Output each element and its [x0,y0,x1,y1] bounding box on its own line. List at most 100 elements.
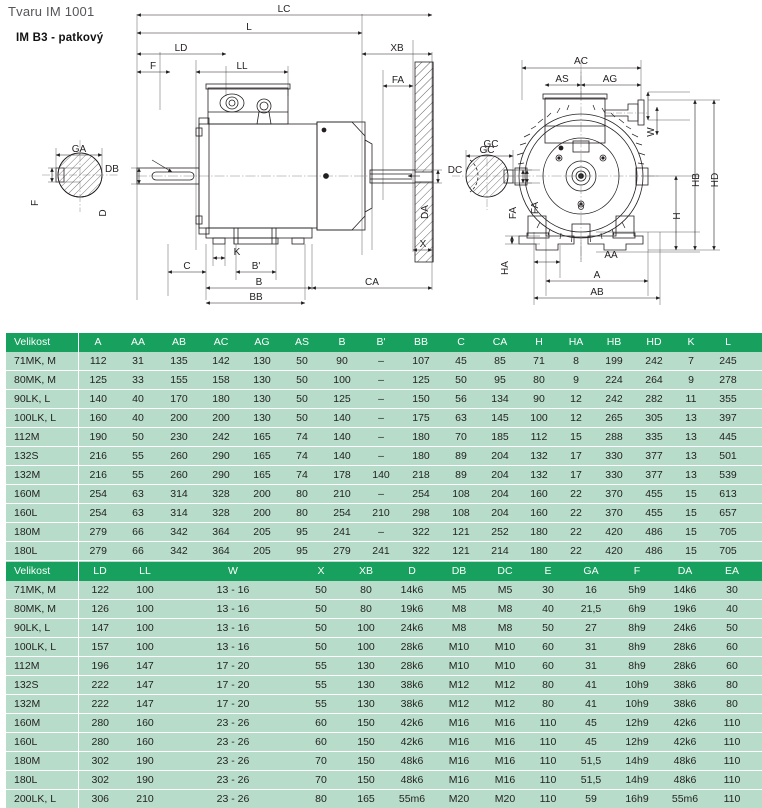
cell-F: 8h9 [614,619,660,638]
cell-H: 112 [520,428,558,447]
cell-H: 100 [520,409,558,428]
table-header-row: Velikost A AA AB AC AG AS B B' BB C CA H… [6,333,762,352]
cell-EA: 80 [710,676,754,695]
col-header-L: L [708,333,748,352]
cell-GA: 16 [568,581,614,600]
dim-label-W: W [646,127,657,137]
col-header-LL: LL [122,562,168,581]
cell-X: 70 [298,752,344,771]
cell-X: 55 [298,657,344,676]
cell-W: 23 - 26 [168,790,298,808]
cell-D: 42k6 [388,733,436,752]
cell-LD: 147 [78,619,122,638]
cell-CA: 204 [480,504,520,523]
cell-AA: 55 [118,447,158,466]
cell-HB: 265 [594,409,634,428]
cell-velikost: 180M [6,752,78,771]
cell-LL: 100 [122,581,168,600]
col-header-LC: LC [748,333,762,352]
dim-label-FA-side: FA [392,75,405,86]
cell-E: 30 [528,581,568,600]
cell-XB: 130 [344,657,388,676]
cell-DA: 28k6 [660,638,710,657]
cell-LC: 786 [748,504,762,523]
cell-LL: 147 [122,676,168,695]
col-header-W: W [168,562,298,581]
col-header-AG: AG [242,333,282,352]
cell-DC: M12 [482,695,528,714]
cell-K: 9 [674,371,708,390]
cell-GA: 45 [568,714,614,733]
col-header-BB: BB [400,333,442,352]
cell-AA: 55 [118,466,158,485]
dimensions-table-1: Velikost A AA AB AC AG AS B B' BB C CA H… [6,333,762,579]
cell-velikost: 180M [6,523,78,542]
cell-H: 132 [520,466,558,485]
cell-B': – [362,485,400,504]
cell-BB: 125 [400,371,442,390]
col-header-E: E [528,562,568,581]
cell-B': 140 [362,466,400,485]
cell-K: 15 [674,523,708,542]
dim-label-AB: AB [590,287,604,298]
cell-AB: 200 [158,409,200,428]
col-header-AC: AC [200,333,242,352]
dim-label-D: D [98,209,109,216]
cell-D: 42k6 [388,714,436,733]
cell-GC: 41 [754,695,762,714]
cell-AG: 200 [242,485,282,504]
cell-E: 110 [528,733,568,752]
cell-E: 110 [528,771,568,790]
cell-BB: 254 [400,485,442,504]
cell-AS: 80 [282,485,322,504]
cell-HB: 370 [594,504,634,523]
cell-AA: 40 [118,390,158,409]
cell-AS: 74 [282,447,322,466]
cell-W: 23 - 26 [168,714,298,733]
cell-X: 55 [298,676,344,695]
cell-DC: M16 [482,733,528,752]
cell-velikost: 71MK, M [6,352,78,371]
cell-XB: 165 [344,790,388,808]
cell-H: 71 [520,352,558,371]
cell-AC: 180 [200,390,242,409]
cell-velikost: 90LK, L [6,619,78,638]
cell-AS: 50 [282,409,322,428]
cell-CA: 204 [480,447,520,466]
cell-L: 501 [708,447,748,466]
cell-HD: 377 [634,466,674,485]
dim-label-AA: AA [604,250,618,261]
cell-A: 216 [78,466,118,485]
cell-AB: 260 [158,447,200,466]
cell-GA: 41 [568,676,614,695]
cell-DA: 38k6 [660,695,710,714]
cell-BB: 180 [400,428,442,447]
cell-AC: 290 [200,466,242,485]
cell-HA: 17 [558,447,594,466]
cell-GC: 51,5 [754,771,762,790]
cell-CA: 134 [480,390,520,409]
cell-AS: 95 [282,523,322,542]
cell-W: 13 - 16 [168,619,298,638]
cell-velikost: 200LK, L [6,790,78,808]
cell-CA: 185 [480,428,520,447]
cell-LL: 100 [122,638,168,657]
cell-HB: 242 [594,390,634,409]
cell-velikost: 132S [6,676,78,695]
cell-DA: 42k6 [660,714,710,733]
cell-velikost: 90LK, L [6,390,78,409]
cell-F: 5h9 [614,581,660,600]
col-header-GC: GC [754,562,762,581]
cell-AC: 158 [200,371,242,390]
cell-LL: 100 [122,619,168,638]
cell-HB: 288 [594,428,634,447]
dim-label-DA: DA [420,205,431,219]
